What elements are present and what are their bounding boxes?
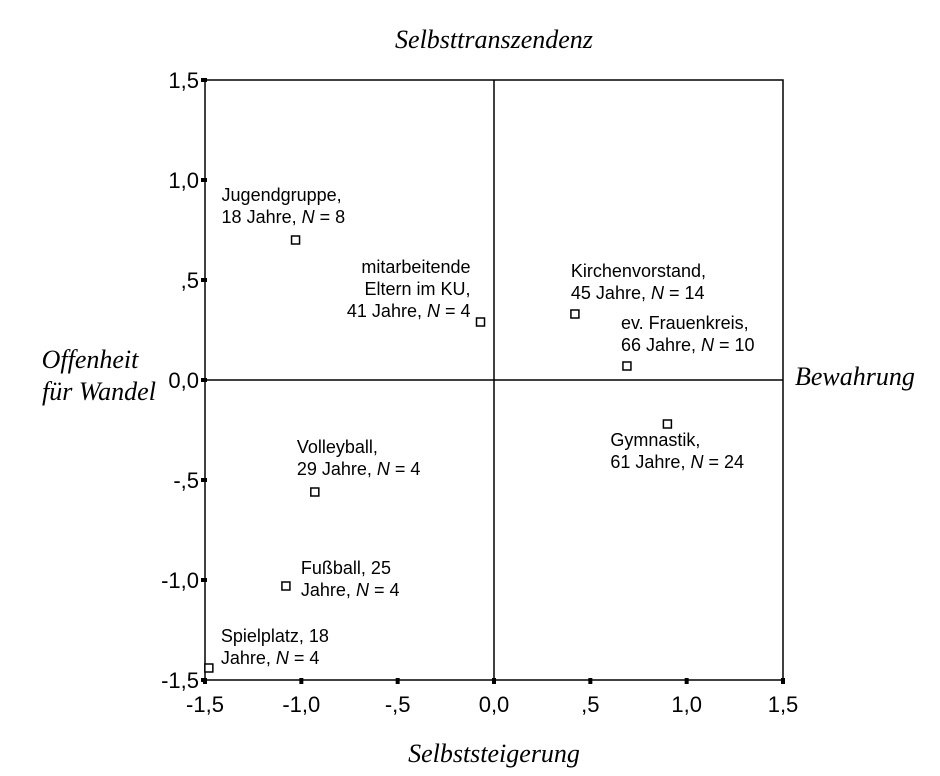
top-axis-title: Selbsttranszendenz: [395, 25, 593, 54]
x-tick-mark: [684, 678, 689, 684]
point-label: ev. Frauenkreis,: [621, 313, 749, 333]
point-label: Jahre, N = 4: [221, 648, 320, 668]
x-tick-label: 1,5: [768, 692, 799, 717]
x-tick-mark: [588, 678, 593, 684]
y-tick-mark: [201, 178, 207, 182]
point-label: 18 Jahre, N = 8: [222, 207, 346, 227]
x-tick-label: -1,5: [186, 692, 224, 717]
point-marker: [662, 419, 673, 429]
x-tick-label: -1,0: [282, 692, 320, 717]
y-tick-label: ,5: [181, 268, 199, 293]
x-tick-label: -,5: [385, 692, 411, 717]
point-label: Kirchenvorstand,: [571, 261, 706, 281]
x-tick-mark: [781, 678, 785, 684]
y-tick-mark: [201, 678, 207, 682]
y-tick-mark: [201, 578, 207, 582]
point-label: Volleyball,: [297, 437, 378, 457]
data-point: ev. Frauenkreis,66 Jahre, N = 10: [621, 313, 755, 371]
data-point: Kirchenvorstand,45 Jahre, N = 14: [570, 261, 706, 319]
x-tick-label: 0,0: [479, 692, 510, 717]
y-tick-label: 1,0: [168, 168, 199, 193]
point-label: mitarbeitende: [361, 257, 470, 277]
y-tick-mark: [201, 78, 207, 82]
y-tick-mark: [201, 278, 207, 282]
data-point: Jugendgruppe,18 Jahre, N = 8: [222, 185, 346, 245]
point-label: Jugendgruppe,: [222, 185, 342, 205]
point-label: Jahre, N = 4: [301, 580, 400, 600]
point-marker: [290, 235, 301, 245]
y-tick-label: -1,5: [161, 668, 199, 693]
point-label: 41 Jahre, N = 4: [347, 301, 471, 321]
point-label: Eltern im KU,: [364, 279, 470, 299]
point-label: 45 Jahre, N = 14: [571, 283, 705, 303]
x-tick-mark: [299, 678, 304, 684]
data-point: Volleyball,29 Jahre, N = 4: [297, 437, 421, 497]
point-marker: [204, 663, 214, 673]
point-marker: [622, 361, 632, 371]
left-axis-title-line1: Offenheit: [42, 345, 140, 374]
y-tick-mark: [201, 378, 207, 382]
y-tick-label: -,5: [173, 468, 199, 493]
point-label: Spielplatz, 18: [221, 626, 329, 646]
x-tick-label: 1,0: [671, 692, 702, 717]
x-tick-label: ,5: [581, 692, 599, 717]
point-label: Gymnastik,: [610, 430, 700, 450]
left-axis-title-line2: für Wandel: [42, 377, 156, 406]
data-point: Gymnastik,61 Jahre, N = 24: [610, 419, 744, 472]
point-marker: [310, 487, 320, 497]
point-label: 29 Jahre, N = 4: [297, 459, 421, 479]
x-tick-mark: [395, 678, 400, 684]
x-tick-mark: [492, 678, 496, 684]
bottom-axis-title: Selbststeigerung: [408, 739, 580, 768]
point-marker: [570, 309, 580, 319]
point-marker: [475, 317, 486, 327]
y-tick-label: 1,5: [168, 68, 199, 93]
point-label: 66 Jahre, N = 10: [621, 335, 755, 355]
point-marker: [281, 581, 291, 591]
point-label: Fußball, 25: [301, 558, 391, 578]
y-tick-mark: [201, 478, 207, 482]
point-label: 61 Jahre, N = 24: [610, 452, 744, 472]
right-axis-title: Bewahrung: [795, 362, 915, 391]
y-tick-label: -1,0: [161, 568, 199, 593]
y-tick-label: 0,0: [168, 368, 199, 393]
